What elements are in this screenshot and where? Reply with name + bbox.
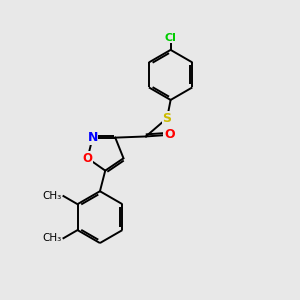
Text: O: O bbox=[164, 128, 175, 142]
Text: Cl: Cl bbox=[165, 32, 176, 43]
Text: CH₃: CH₃ bbox=[43, 191, 62, 201]
Text: CH₃: CH₃ bbox=[43, 233, 62, 243]
Text: N: N bbox=[87, 131, 98, 144]
Text: S: S bbox=[163, 112, 172, 125]
Text: O: O bbox=[82, 152, 93, 165]
